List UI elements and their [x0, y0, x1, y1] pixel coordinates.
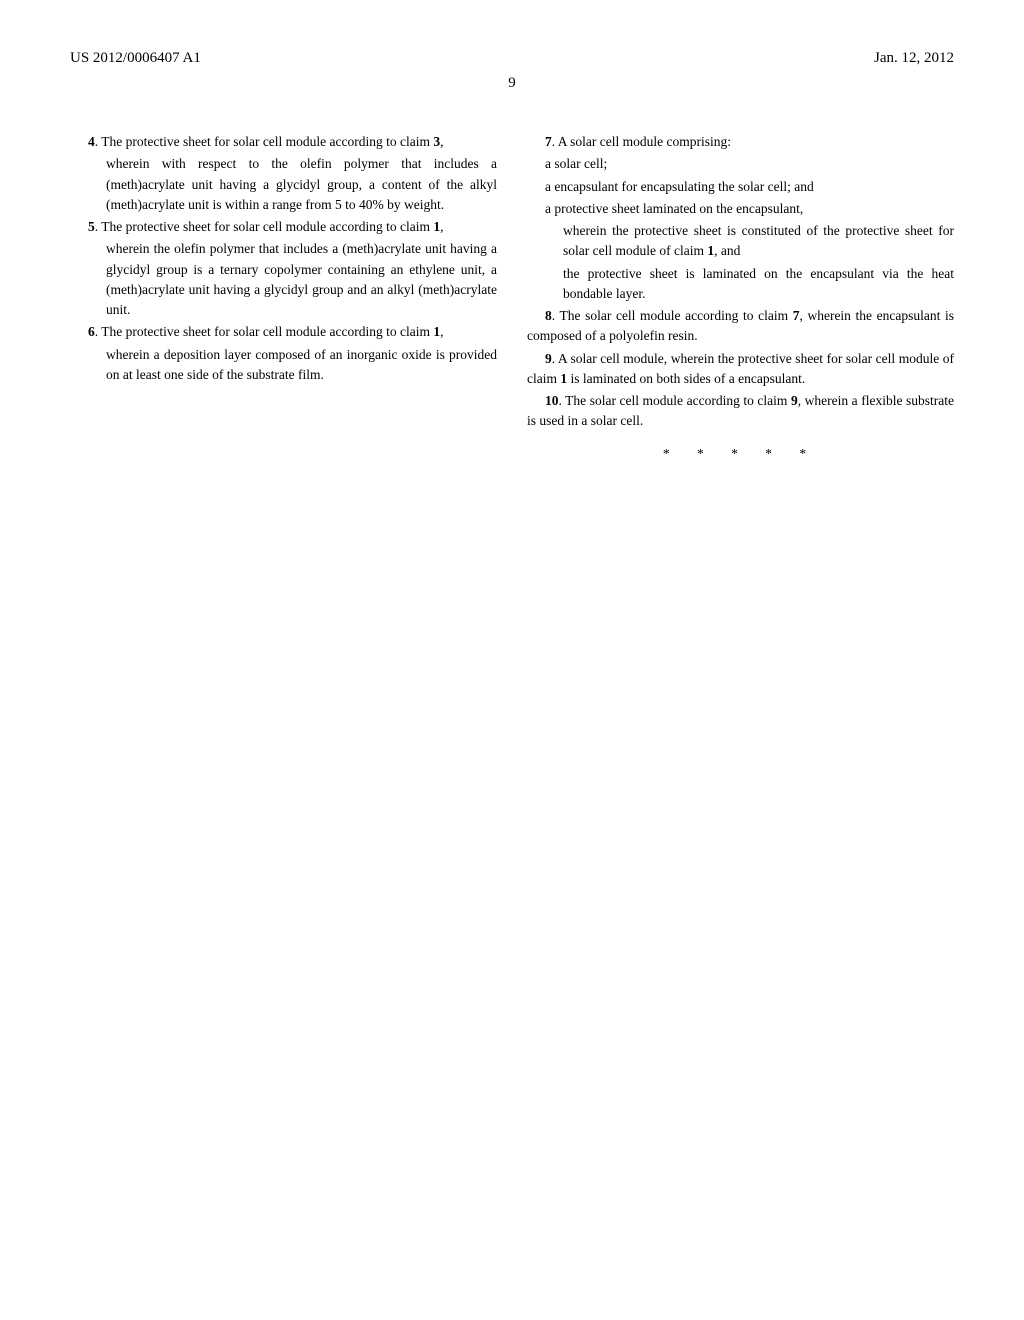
claim-6-head: 6. The protective sheet for solar cell m…: [70, 322, 497, 342]
claim-7-line5: the protective sheet is laminated on the…: [527, 264, 954, 305]
claim-text: . The solar cell module according to cla…: [559, 393, 791, 408]
page-number: 9: [70, 75, 954, 92]
content-columns: 4. The protective sheet for solar cell m…: [70, 132, 954, 464]
claim-number: 7: [545, 134, 552, 149]
claim-7-line2: a encapsulant for encapsulating the sola…: [527, 177, 954, 197]
claim-tail: ,: [440, 219, 443, 234]
claim-tail: , and: [714, 243, 740, 258]
claim-10: 10. The solar cell module according to c…: [527, 391, 954, 432]
claim-text: wherein the protective sheet is constitu…: [563, 223, 954, 258]
left-column: 4. The protective sheet for solar cell m…: [70, 132, 497, 464]
claim-8: 8. The solar cell module according to cl…: [527, 306, 954, 347]
claim-5-head: 5. The protective sheet for solar cell m…: [70, 217, 497, 237]
page-header: US 2012/0006407 A1 Jan. 12, 2012: [70, 50, 954, 67]
claim-number: 5: [88, 219, 95, 234]
claim-tail: ,: [440, 134, 443, 149]
claim-tail: is laminated on both sides of a encapsul…: [567, 371, 805, 386]
publication-number: US 2012/0006407 A1: [70, 50, 201, 67]
claim-7-line3: a protective sheet laminated on the enca…: [527, 199, 954, 219]
claim-text: . The protective sheet for solar cell mo…: [95, 219, 434, 234]
claim-text: . The protective sheet for solar cell mo…: [95, 324, 434, 339]
claim-9: 9. A solar cell module, wherein the prot…: [527, 349, 954, 390]
end-asterisks: * * * * *: [527, 444, 954, 464]
claim-7-line1: a solar cell;: [527, 154, 954, 174]
claim-5-body: wherein the olefin polymer that includes…: [70, 239, 497, 320]
claim-text: . The solar cell module according to cla…: [552, 308, 793, 323]
claim-7-line4: wherein the protective sheet is constitu…: [527, 221, 954, 262]
claim-7-head: 7. A solar cell module comprising:: [527, 132, 954, 152]
right-column: 7. A solar cell module comprising: a sol…: [527, 132, 954, 464]
claim-tail: ,: [440, 324, 443, 339]
claim-ref: 9: [791, 393, 798, 408]
claim-text: . A solar cell module comprising:: [552, 134, 731, 149]
claim-number: 8: [545, 308, 552, 323]
claim-number: 9: [545, 351, 552, 366]
claim-number: 4: [88, 134, 95, 149]
claim-4-head: 4. The protective sheet for solar cell m…: [70, 132, 497, 152]
claim-4-body: wherein with respect to the olefin polym…: [70, 154, 497, 215]
claim-number: 6: [88, 324, 95, 339]
claim-text: . The protective sheet for solar cell mo…: [95, 134, 434, 149]
claim-number: 10: [545, 393, 559, 408]
publication-date: Jan. 12, 2012: [874, 50, 954, 67]
claim-6-body: wherein a deposition layer composed of a…: [70, 345, 497, 386]
